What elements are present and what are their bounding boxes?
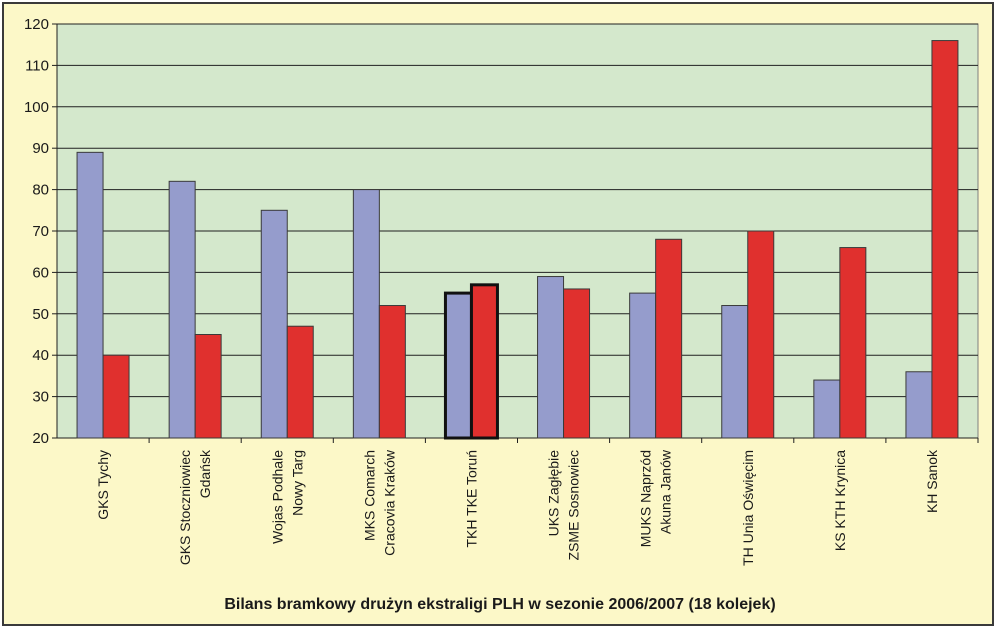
bar xyxy=(747,230,775,439)
x-category-label-line: TKH TKE Toruń xyxy=(463,450,479,548)
y-tick-label: 20 xyxy=(32,430,49,447)
bar xyxy=(655,238,683,439)
x-category-label-line: Wojas Podhale xyxy=(269,450,285,544)
bar xyxy=(469,283,499,440)
x-category-label: GKS Tychy xyxy=(95,450,111,520)
x-category-label-line: TH Unia Oświęcim xyxy=(740,450,756,566)
x-category-label-line: ZSME Sosnowiec xyxy=(566,450,582,560)
x-category-label: TKH TKE Toruń xyxy=(463,450,479,548)
bar xyxy=(352,189,380,439)
y-tick-label: 60 xyxy=(32,264,49,281)
bar xyxy=(905,371,933,439)
x-category-label-line: Cracovia Kraków xyxy=(381,449,397,556)
x-category-label: Wojas Podhale Nowy Targ xyxy=(269,450,305,544)
bar xyxy=(102,354,130,439)
bar xyxy=(537,276,565,439)
bar xyxy=(721,305,749,439)
x-category-label-line: Gdańsk xyxy=(197,449,213,498)
bar xyxy=(563,288,591,439)
x-category-label: TH Unia Oświęcim xyxy=(740,450,756,566)
y-tick-label: 110 xyxy=(25,57,49,74)
x-category-label-line: Akuna Janów xyxy=(658,449,674,534)
x-category-label-line: Nowy Targ xyxy=(289,450,305,516)
bar xyxy=(76,151,104,439)
bar xyxy=(839,247,867,439)
x-category-label: MUKS Naprzód Akuna Janów xyxy=(638,449,674,547)
bar xyxy=(260,209,288,439)
x-category-label: KH Sanok xyxy=(924,449,940,513)
x-category-label-line: KS KTH Krynica xyxy=(832,450,848,551)
bar xyxy=(378,305,406,439)
bar xyxy=(168,180,196,439)
x-category-label-line: MKS Comarch xyxy=(361,450,377,541)
x-category-label: MKS Comarch Cracovia Kraków xyxy=(361,449,397,556)
bar xyxy=(813,379,841,439)
x-category-label: KS KTH Krynica xyxy=(832,450,848,551)
y-tick-label: 40 xyxy=(32,347,49,364)
y-tick-label: 70 xyxy=(32,223,49,240)
chart-title: Bilans bramkowy drużyn ekstraligi PLH w … xyxy=(224,596,776,613)
y-tick-label: 120 xyxy=(24,16,49,33)
x-category-label-line: GKS Tychy xyxy=(95,450,111,520)
y-tick-label: 50 xyxy=(32,306,49,323)
bar xyxy=(443,291,473,440)
bar xyxy=(629,292,657,439)
bar xyxy=(931,40,959,439)
y-tick-label: 30 xyxy=(32,389,49,406)
x-category-label: GKS Stoczniowiec Gdańsk xyxy=(177,449,213,565)
x-category-label-line: GKS Stoczniowiec xyxy=(177,450,193,565)
x-category-label: UKS Zagłębie ZSME Sosnowiec xyxy=(546,450,582,561)
x-category-label-line: MUKS Naprzód xyxy=(638,450,654,547)
x-category-label-line: UKS Zagłębie xyxy=(546,450,562,537)
y-tick-label: 80 xyxy=(32,182,49,199)
y-tick-label: 100 xyxy=(24,99,49,116)
y-tick-label: 90 xyxy=(32,140,49,157)
bar xyxy=(286,325,314,439)
bar xyxy=(194,334,222,439)
x-category-label-line: KH Sanok xyxy=(924,449,940,513)
